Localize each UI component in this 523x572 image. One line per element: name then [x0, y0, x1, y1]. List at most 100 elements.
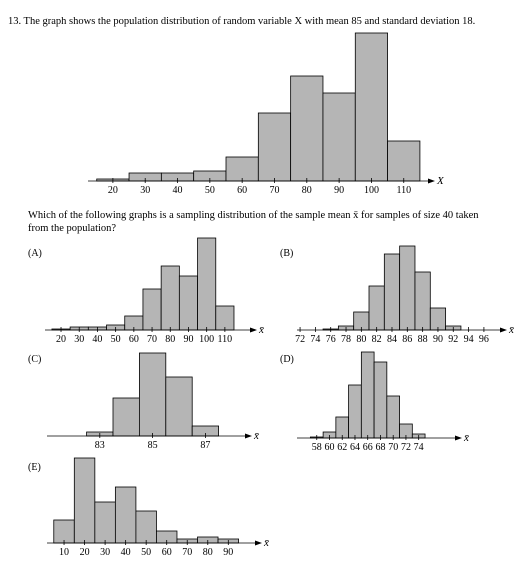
- choice-label: (C): [28, 354, 41, 365]
- prompt-line: Which of the following graphs is a sampl…: [28, 210, 479, 221]
- bar: [165, 376, 193, 437]
- x-axis-label: x̄: [508, 324, 514, 336]
- bar: [373, 361, 388, 439]
- x-tick-label: 50: [205, 185, 215, 196]
- x-axis-label: x̄: [463, 432, 469, 444]
- x-tick-label: 80: [203, 547, 213, 558]
- x-tick-label: 50: [111, 334, 121, 345]
- x-tick-label: 90: [334, 185, 344, 196]
- bar: [142, 288, 162, 331]
- x-tick-label: 20: [56, 334, 66, 345]
- x-axis-label: X: [436, 175, 445, 187]
- bar: [387, 140, 421, 182]
- bar: [160, 265, 180, 331]
- x-tick-label: 80: [302, 185, 312, 196]
- x-tick-label: 94: [464, 334, 474, 345]
- x-tick-label: 110: [396, 185, 411, 196]
- x-tick-label: 96: [479, 334, 489, 345]
- question: 13. The graph shows the population distr…: [8, 16, 475, 27]
- x-tick-label: 85: [148, 440, 158, 451]
- x-tick-label: 70: [388, 442, 398, 453]
- bar: [322, 92, 356, 182]
- x-tick-label: 60: [237, 185, 247, 196]
- x-tick-label: 70: [269, 185, 279, 196]
- x-axis-label: x̄: [258, 324, 264, 336]
- x-tick-label: 72: [295, 334, 305, 345]
- x-tick-label: 100: [199, 334, 214, 345]
- x-tick-label: 58: [312, 442, 322, 453]
- x-tick-label: 72: [401, 442, 411, 453]
- axis-arrow: [255, 540, 262, 546]
- bar: [112, 397, 140, 437]
- x-tick-label: 78: [341, 334, 351, 345]
- bar: [386, 395, 400, 439]
- x-tick-label: 70: [182, 547, 192, 558]
- x-tick-label: 87: [200, 440, 210, 451]
- x-tick-label: 90: [223, 547, 233, 558]
- x-tick-label: 76: [326, 334, 336, 345]
- prompt-line: from the population?: [28, 223, 116, 234]
- bar: [215, 305, 235, 331]
- axis-arrow: [500, 327, 507, 333]
- x-tick-label: 110: [218, 334, 233, 345]
- choice-label: (D): [280, 354, 294, 365]
- bar: [399, 245, 416, 331]
- x-tick-label: 64: [350, 442, 360, 453]
- x-tick-label: 100: [364, 185, 379, 196]
- x-tick-label: 68: [375, 442, 385, 453]
- x-tick-label: 84: [387, 334, 397, 345]
- bar: [94, 501, 116, 544]
- bar: [114, 486, 137, 544]
- choice-label: (E): [28, 462, 41, 473]
- x-tick-label: 80: [165, 334, 175, 345]
- x-tick-label: 62: [337, 442, 347, 453]
- bar: [178, 275, 198, 331]
- x-tick-label: 40: [92, 334, 102, 345]
- bar: [414, 271, 431, 331]
- x-tick-label: 83: [95, 440, 105, 451]
- bar: [197, 237, 217, 331]
- x-tick-label: 60: [324, 442, 334, 453]
- x-tick-label: 20: [80, 547, 90, 558]
- x-tick-label: 66: [363, 442, 373, 453]
- choice-label: (B): [280, 248, 293, 259]
- x-tick-label: 40: [121, 547, 131, 558]
- bar: [290, 75, 324, 182]
- x-tick-label: 40: [173, 185, 183, 196]
- x-tick-label: 92: [448, 334, 458, 345]
- bar: [360, 351, 375, 439]
- bar: [225, 156, 259, 182]
- bar: [429, 307, 447, 331]
- x-tick-label: 30: [100, 547, 110, 558]
- axis-arrow: [250, 327, 257, 333]
- x-axis-label: x̄: [253, 430, 259, 442]
- bar: [348, 384, 362, 439]
- axis-arrow: [245, 433, 252, 439]
- x-tick-label: 60: [129, 334, 139, 345]
- x-tick-label: 80: [356, 334, 366, 345]
- bar: [138, 352, 167, 437]
- x-axis-label: x̄: [263, 537, 269, 549]
- bar: [335, 416, 350, 439]
- x-tick-label: 74: [414, 442, 424, 453]
- x-tick-label: 20: [108, 185, 118, 196]
- bar: [73, 457, 96, 544]
- axis-arrow: [428, 178, 435, 184]
- x-tick-label: 50: [141, 547, 151, 558]
- bar: [135, 510, 157, 544]
- bar: [354, 32, 389, 182]
- x-tick-label: 70: [147, 334, 157, 345]
- x-tick-label: 30: [140, 185, 150, 196]
- x-tick-label: 74: [310, 334, 320, 345]
- bar: [257, 112, 292, 182]
- x-tick-label: 60: [162, 547, 172, 558]
- x-tick-label: 88: [418, 334, 428, 345]
- bar: [53, 519, 75, 544]
- choice-label: (A): [28, 248, 42, 259]
- x-tick-label: 30: [74, 334, 84, 345]
- x-tick-label: 10: [59, 547, 69, 558]
- x-tick-label: 82: [372, 334, 382, 345]
- x-tick-label: 90: [433, 334, 443, 345]
- x-tick-label: 86: [402, 334, 412, 345]
